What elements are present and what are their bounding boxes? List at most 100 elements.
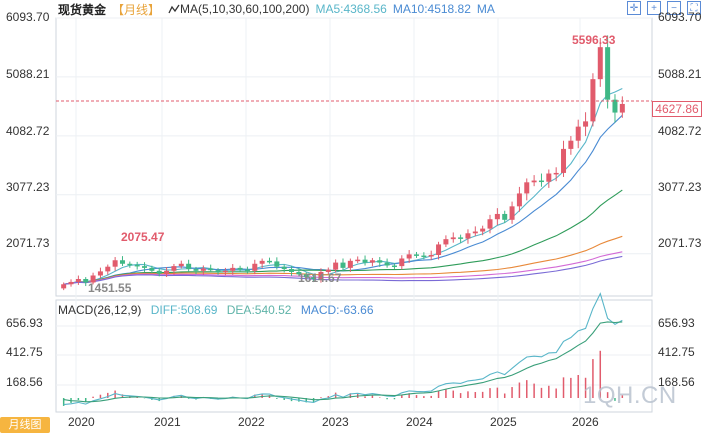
candle-body	[575, 126, 581, 141]
candle-body	[266, 260, 272, 263]
candle-body	[90, 275, 96, 283]
candle-body	[134, 264, 140, 267]
candlesticks	[61, 35, 625, 291]
candle-body	[472, 231, 478, 234]
candle-body	[487, 219, 493, 229]
candle-body	[531, 180, 537, 183]
candle-body	[414, 254, 420, 256]
candle-body	[75, 279, 81, 282]
ma-chart-icon	[168, 4, 180, 13]
price-tick-left: 2071.73	[6, 236, 50, 250]
zoom-out-icon[interactable]: −	[667, 1, 681, 15]
macd-tick-right: 412.75	[658, 345, 695, 359]
x-tick: 2025	[490, 415, 517, 429]
candle-body	[259, 260, 265, 264]
candle-body	[399, 258, 405, 267]
current-price-badge: 4627.86	[652, 101, 702, 117]
macd-diff-line	[63, 292, 623, 406]
price-tick-right: 5088.21	[658, 67, 702, 81]
moving-average-line	[63, 255, 623, 285]
ma5-value: MA5:4368.56	[315, 2, 387, 16]
high-annotation: 5596.33	[572, 33, 616, 47]
crosshair-icon[interactable]: ✛	[627, 1, 641, 15]
moving-average-line	[63, 251, 623, 285]
candle-body	[97, 271, 103, 276]
x-tick: 2021	[154, 415, 181, 429]
candle-body	[274, 261, 280, 267]
candle-body	[178, 263, 184, 267]
candle-body	[230, 267, 236, 271]
candle-body	[318, 271, 324, 280]
candle-body	[164, 270, 170, 274]
chart-toolbar: ✛ + − ⛶	[627, 1, 701, 15]
candle-body	[61, 284, 67, 289]
candle-body	[480, 228, 486, 232]
macd-tick-left: 412.75	[6, 345, 43, 359]
candle-body	[384, 262, 390, 266]
candle-body	[119, 260, 125, 264]
candle-body	[127, 263, 133, 266]
candle-body	[597, 47, 603, 80]
candle-body	[619, 103, 625, 113]
moving-average-line	[63, 88, 623, 285]
price-moving-averages	[63, 88, 623, 285]
low-annotation: 1614.67	[298, 271, 342, 285]
ma10-value: MA10:4518.82	[392, 2, 471, 16]
x-tick: 2022	[238, 415, 265, 429]
candle-body	[68, 281, 74, 285]
ma-more: MA	[476, 2, 495, 16]
x-tick: 2023	[322, 415, 349, 429]
candle-body	[605, 47, 611, 100]
macd-panel-border	[55, 299, 653, 413]
candle-body	[561, 148, 567, 173]
candle-body	[612, 99, 618, 113]
price-tick-left: 4082.72	[6, 124, 50, 138]
zoom-in-icon[interactable]: +	[647, 1, 661, 15]
price-tick-left: 6093.70	[6, 10, 50, 24]
candle-body	[222, 270, 228, 273]
candle-body	[538, 180, 544, 183]
fullscreen-icon[interactable]: ⛶	[687, 1, 701, 15]
candle-body	[583, 121, 589, 127]
chart-header: 现货黄金 【月线】 MA(5,10,30,60,100,200) MA5:436…	[58, 1, 501, 17]
period-selector[interactable]: 【月线】	[112, 2, 161, 17]
x-tick: 2024	[406, 415, 433, 429]
price-tick-right: 6093.70	[658, 10, 702, 24]
candle-body	[516, 193, 522, 207]
candle-body	[568, 140, 574, 149]
period-tag[interactable]: 月线图	[0, 417, 50, 433]
macd-header: MACD(26,12,9) DIFF:508.69 DEA:540.52 MAC…	[58, 303, 380, 317]
candle-body	[112, 260, 118, 267]
candle-body	[215, 270, 221, 272]
macd-tick-left: 168.56	[6, 375, 43, 389]
candle-body	[281, 266, 287, 270]
mid-annotation: 2075.47	[121, 230, 165, 244]
candle-body	[244, 269, 250, 272]
candle-body	[377, 260, 383, 263]
candle-body	[502, 213, 508, 220]
candle-body	[171, 266, 177, 271]
candle-body	[303, 274, 309, 278]
x-tick: 2020	[68, 415, 95, 429]
macd-tick-right: 168.56	[658, 375, 695, 389]
macd-tick-right: 656.93	[658, 316, 695, 330]
macd-title: MACD(26,12,9)	[58, 303, 142, 317]
candle-body	[252, 263, 258, 271]
candle-body	[406, 254, 412, 259]
candle-body	[524, 182, 530, 194]
candle-body	[333, 262, 339, 270]
candle-body	[156, 270, 162, 274]
macd-dea-line	[63, 321, 623, 403]
candle-body	[362, 259, 368, 263]
candle-body	[494, 213, 500, 220]
macd-tick-left: 656.93	[6, 316, 43, 330]
candle-body	[421, 255, 427, 258]
candle-body	[237, 267, 243, 270]
price-tick-right: 4082.72	[658, 124, 702, 138]
ma-label: MA(5,10,30,60,100,200)	[180, 2, 310, 16]
candle-body	[590, 79, 596, 122]
price-tick-left: 5088.21	[6, 67, 50, 81]
x-tick: 2026	[572, 415, 599, 429]
candle-body	[347, 260, 353, 268]
